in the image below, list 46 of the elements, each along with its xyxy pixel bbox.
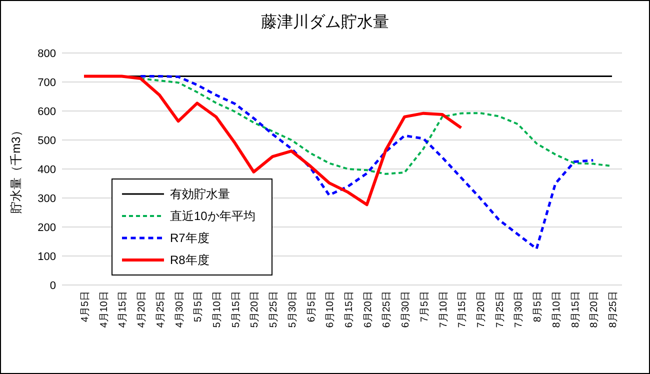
x-tick-label: 4月15日 [118, 291, 129, 328]
x-tick-label: 7月5日 [419, 291, 430, 322]
x-tick-label: 7月30日 [514, 291, 525, 328]
x-tick-label: 4月10日 [98, 291, 110, 328]
legend-label: R7年度 [170, 231, 210, 246]
legend-label: 有効貯水量 [170, 187, 230, 202]
x-tick-label: 5月5日 [193, 291, 204, 322]
x-tick-label: 6月30日 [400, 291, 412, 328]
y-tick-label: 300 [38, 192, 56, 205]
x-tick-label: 5月25日 [268, 291, 280, 328]
x-tick-label: 6月25日 [382, 291, 393, 328]
x-tick-label: 7月25日 [494, 291, 506, 328]
x-tick-label: 8月25日 [608, 291, 619, 328]
x-tick-label: 4月5日 [80, 291, 91, 322]
y-tick-label: 200 [38, 222, 56, 234]
y-tick-label: 800 [38, 48, 56, 60]
y-tick-label: 100 [38, 250, 56, 263]
x-tick-label: 8月20日 [589, 291, 600, 328]
y-tick-label: 600 [38, 106, 56, 118]
y-tick-label: 400 [38, 164, 56, 176]
chart-title: 藤津川ダム貯水量 [261, 13, 389, 31]
x-tick-label: 5月30日 [287, 291, 298, 328]
x-tick-label: 4月30日 [174, 291, 186, 328]
x-tick-label: 6月15日 [344, 291, 355, 328]
x-tick-label: 6月10日 [325, 291, 336, 328]
x-tick-label: 4月25日 [155, 291, 166, 328]
legend-label: 直近10か年平均 [170, 209, 256, 224]
x-tick-label: 7月10日 [438, 291, 450, 328]
x-tick-label: 7月15日 [457, 291, 468, 328]
legend-label: R8年度 [170, 253, 210, 268]
x-tick-label: 7月20日 [476, 291, 487, 328]
x-tick-label: 8月10日 [551, 291, 562, 328]
x-tick-label: 6月20日 [362, 291, 374, 328]
y-tick-label: 0 [50, 280, 56, 292]
x-tick-label: 5月15日 [230, 291, 242, 328]
x-tick-label: 5月20日 [250, 291, 261, 328]
x-tick-label: 5月10日 [212, 291, 223, 328]
x-tick-label: 8月15日 [570, 291, 582, 328]
x-tick-label: 4月20日 [136, 291, 148, 328]
x-tick-label: 8月5日 [532, 291, 544, 322]
x-tick-label: 6月5日 [306, 291, 318, 322]
y-axis-title: 貯水量（千m3） [9, 124, 23, 214]
line-series [139, 74, 594, 250]
y-tick-label: 500 [38, 134, 56, 147]
y-tick-label: 700 [38, 76, 56, 89]
line-series [82, 74, 463, 206]
